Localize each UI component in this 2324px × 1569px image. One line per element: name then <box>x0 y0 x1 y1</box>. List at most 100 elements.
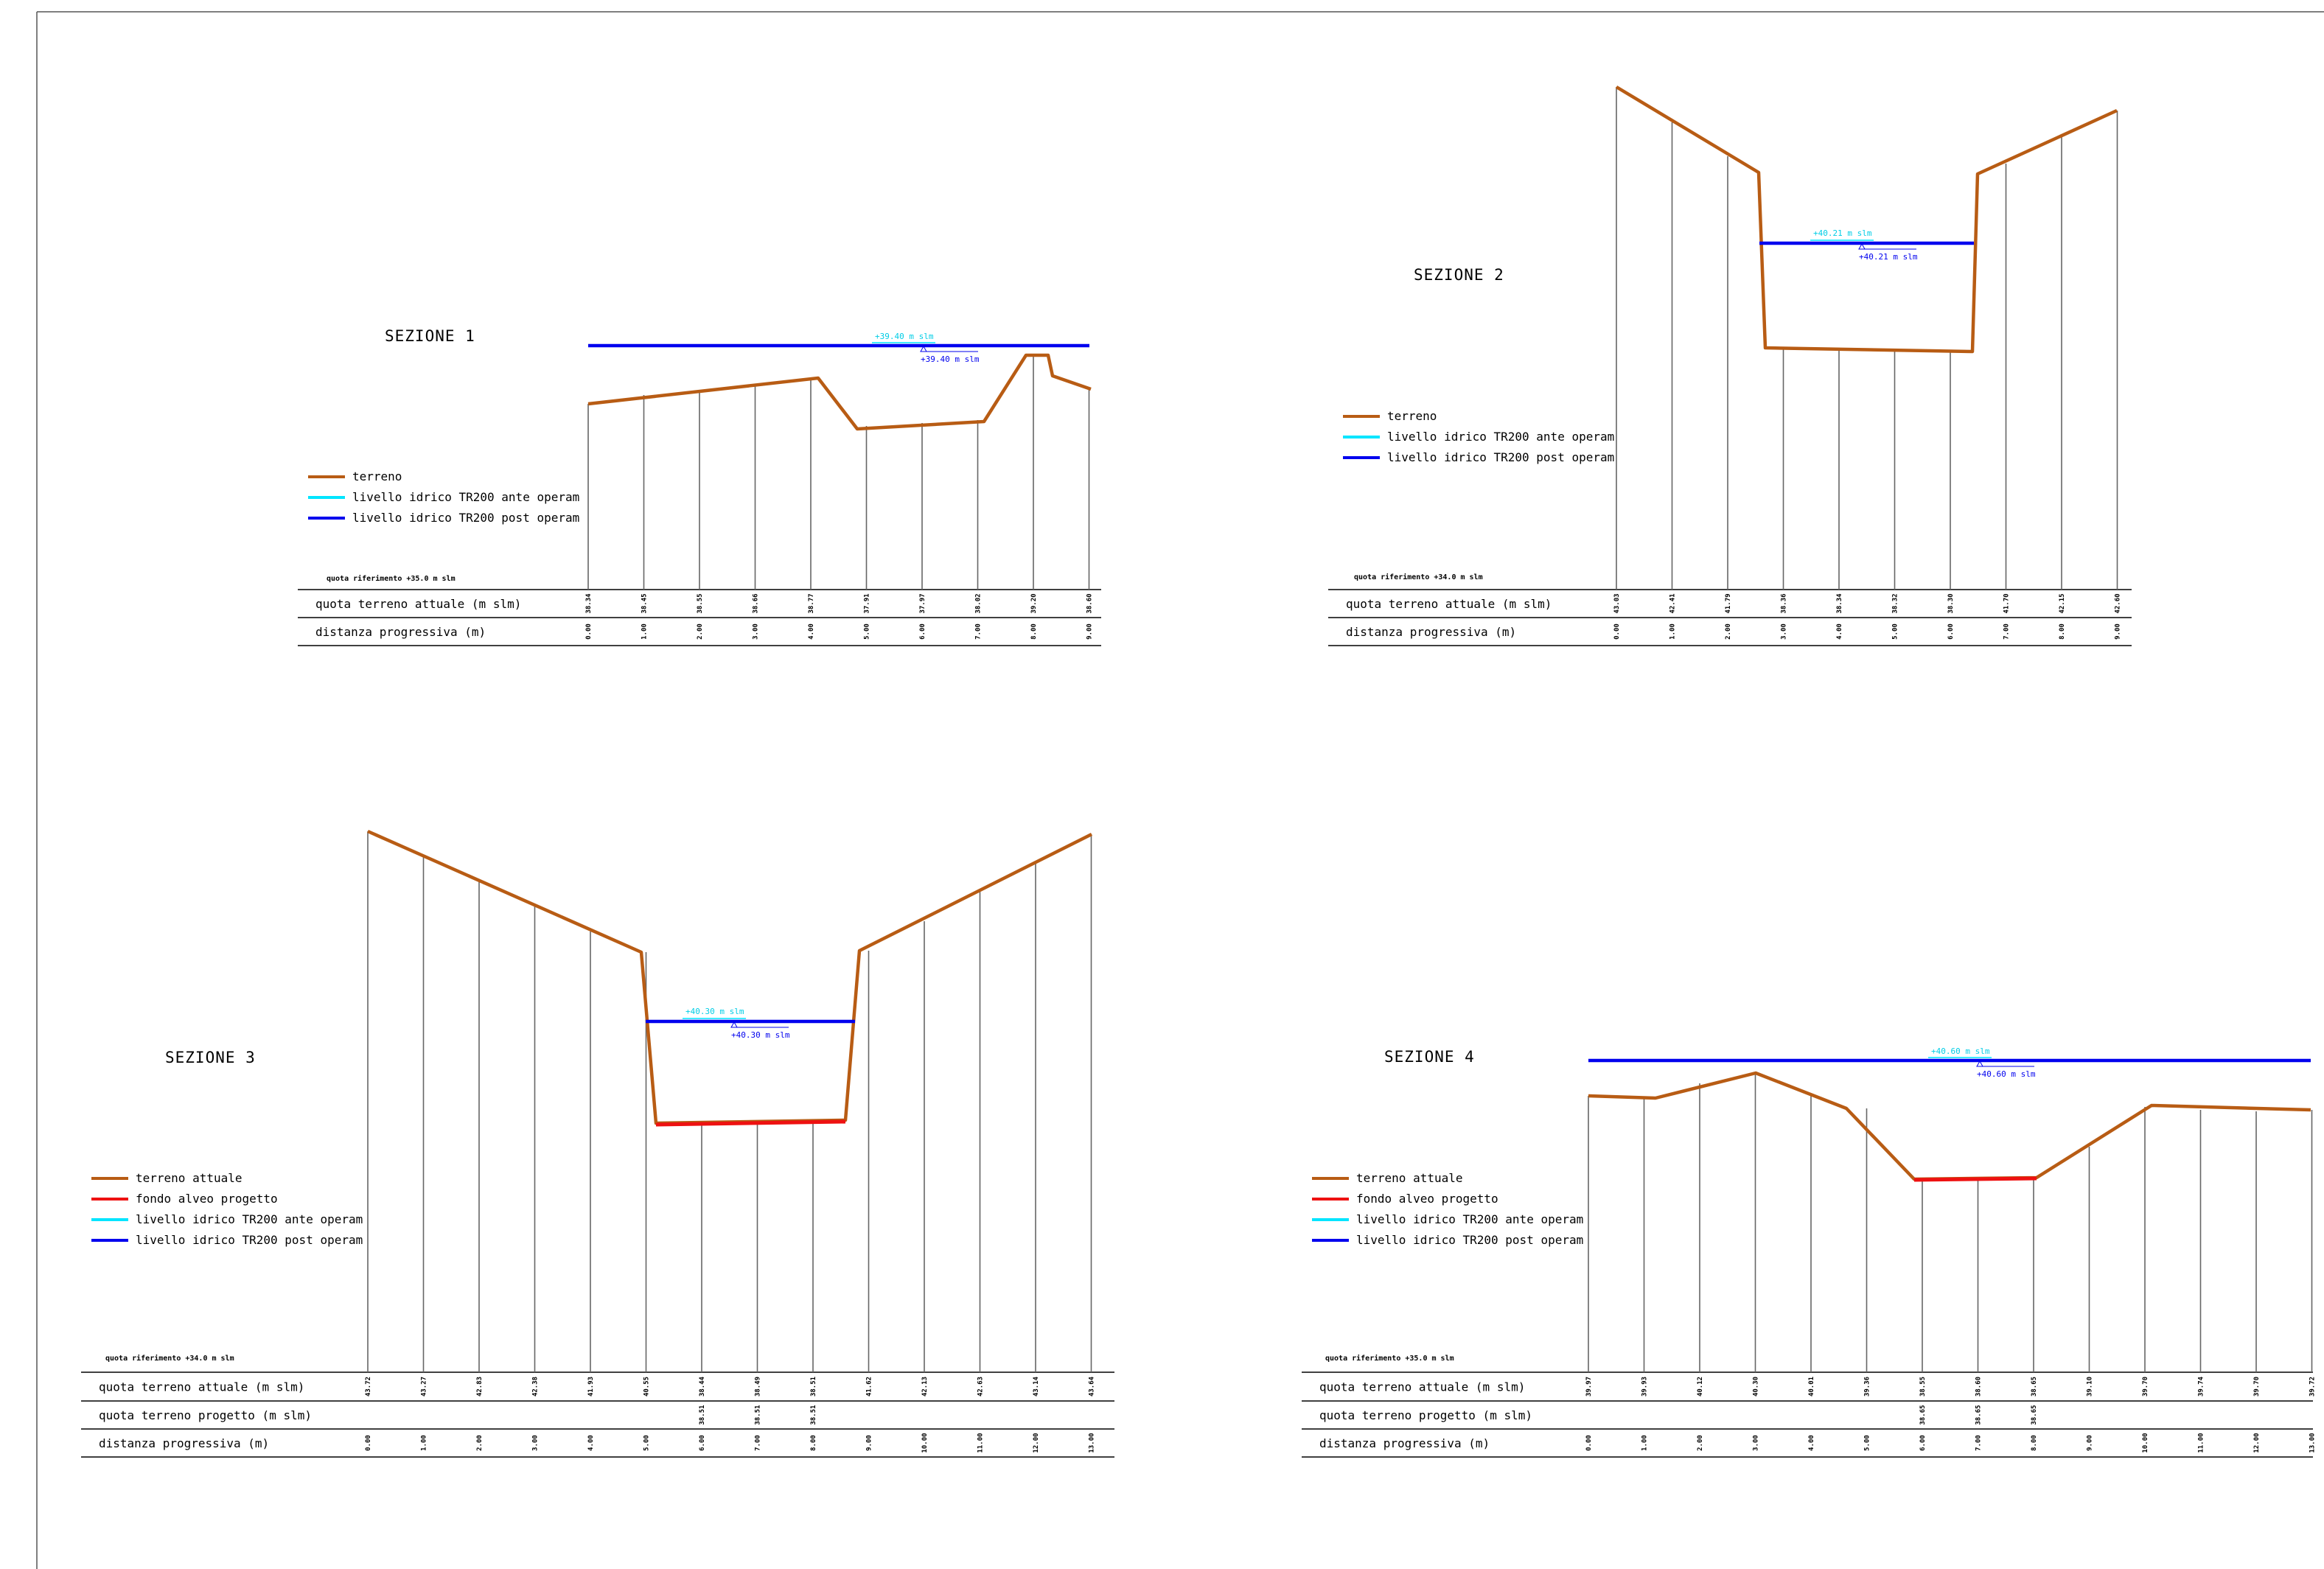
table-cell-value: 42.41 <box>1669 593 1677 613</box>
table-cell-value: 43.72 <box>365 1377 372 1397</box>
table-cell-value: 9.00 <box>866 1435 873 1451</box>
table-cell-value: 42.38 <box>532 1377 540 1397</box>
table-cell-value: 0.00 <box>365 1435 372 1451</box>
table-cell-value: 38.30 <box>1947 593 1955 613</box>
table-cell-value: 39.74 <box>2198 1376 2205 1397</box>
table-cell-value: 10.00 <box>2142 1433 2149 1453</box>
table-cell-value: 3.00 <box>532 1435 540 1451</box>
table-cell-value: 11.00 <box>2198 1433 2205 1453</box>
legend-label: terreno <box>352 469 402 483</box>
table-cell-value: 2.00 <box>476 1435 484 1451</box>
table-cell-value: 2.00 <box>1697 1435 1704 1451</box>
table-cell-value: 12.00 <box>1033 1433 1040 1453</box>
table-cell-value: 42.60 <box>2115 593 2122 613</box>
table-cell-value: 38.60 <box>1975 1377 1983 1397</box>
legend-label: livello idrico TR200 post operam <box>1387 450 1614 464</box>
table-cell-value: 3.00 <box>753 623 760 640</box>
terrain-profile <box>1615 85 2118 354</box>
table-cell-value: 38.55 <box>1919 1377 1927 1397</box>
table-cell-value: 38.65 <box>2031 1377 2038 1397</box>
table-cell-value: 39.70 <box>2253 1377 2261 1397</box>
table-row-label: quota terreno attuale (m slm) <box>1319 1380 1525 1394</box>
table-cell-value: 13.00 <box>2309 1433 2317 1453</box>
table-cell-value: 38.51 <box>810 1377 817 1397</box>
table-cell-value: 38.32 <box>1892 593 1899 613</box>
legend-label: livello idrico TR200 post operam <box>1356 1233 1583 1247</box>
legend-label: terreno attuale <box>136 1171 242 1185</box>
legend-label: fondo alveo progetto <box>1356 1192 1498 1206</box>
table-cell-value: 38.44 <box>699 1376 706 1397</box>
table-cell-value: 37.91 <box>864 593 871 613</box>
table-cell-value: 11.00 <box>977 1433 985 1453</box>
table-cell-value: 38.49 <box>755 1377 762 1397</box>
section-s3: SEZIONE 3 terreno attuale fondo alveo prog… <box>81 829 1114 1458</box>
table-cell-value: 40.01 <box>1808 1377 1815 1397</box>
terrain-profile <box>1588 1071 2311 1181</box>
table-cell-value: 38.65 <box>1975 1405 1983 1425</box>
table-cell-value: 10.00 <box>921 1433 929 1453</box>
table-cell-value: 7.00 <box>975 623 983 640</box>
table-cell-value: 41.70 <box>2003 593 2011 613</box>
table-row-label: quota terreno attuale (m slm) <box>315 597 521 611</box>
water-level-ante-label: +40.30 m slm <box>685 1007 744 1016</box>
table-cell-value: 2.00 <box>697 623 704 640</box>
table-cell-value: 39.72 <box>2309 1377 2317 1397</box>
table-cell-value: 38.02 <box>975 593 983 613</box>
table-cell-value: 6.00 <box>919 623 927 640</box>
table-cell-value: 4.00 <box>587 1435 595 1451</box>
table-cell-value: 0.00 <box>1585 1435 1593 1451</box>
table-cell-value: 8.00 <box>1030 623 1038 640</box>
section-title: SEZIONE 1 <box>385 327 475 345</box>
table-cell-value: 9.00 <box>1086 623 1094 640</box>
table-cell-value: 1.00 <box>421 1435 428 1451</box>
table-cell-value: 42.13 <box>921 1377 929 1397</box>
table-cell-value: 3.00 <box>1753 1435 1760 1451</box>
table-cell-value: 39.20 <box>1030 593 1038 613</box>
table-cell-value: 39.93 <box>1641 1377 1649 1397</box>
water-level-ante-label: +39.40 m slm <box>875 332 934 341</box>
table-cell-value: 38.45 <box>641 593 649 613</box>
section-s1: SEZIONE 1 terreno livello idrico TR200 ant… <box>298 327 1101 646</box>
table-cell-value: 38.55 <box>697 593 704 613</box>
table-cell-value: 8.00 <box>2031 1435 2038 1451</box>
table-cell-value: 8.00 <box>810 1435 817 1451</box>
table-cell-value: 5.00 <box>643 1435 651 1451</box>
table-cell-value: 9.00 <box>2087 1435 2094 1451</box>
table-cell-value: 4.00 <box>1808 1435 1815 1451</box>
table-cell-value: 9.00 <box>2115 623 2122 640</box>
table-cell-value: 0.00 <box>1613 623 1621 640</box>
table-cell-value: 40.55 <box>643 1377 651 1397</box>
water-level-ante-label: +40.21 m slm <box>1813 228 1872 238</box>
table-cell-value: 38.66 <box>753 593 760 613</box>
table-cell-value: 41.62 <box>866 1377 873 1397</box>
section-title: SEZIONE 3 <box>165 1049 256 1066</box>
table-row-label: quota terreno progetto (m slm) <box>1319 1408 1532 1422</box>
legend-label: livello idrico TR200 ante operam <box>1387 430 1614 444</box>
section-s2: SEZIONE 2 terreno livello idrico TR200 ant… <box>1328 85 2132 646</box>
table-cell-value: 7.00 <box>755 1435 762 1451</box>
table-cell-value: 38.34 <box>1836 593 1843 614</box>
table-cell-value: 0.00 <box>585 623 593 640</box>
table-cell-value: 13.00 <box>1089 1433 1096 1453</box>
table-row-label: quota terreno progetto (m slm) <box>99 1408 312 1422</box>
table-cell-value: 40.30 <box>1753 1377 1760 1397</box>
table-cell-value: 42.63 <box>977 1377 985 1397</box>
table-cell-value: 42.15 <box>2059 593 2066 613</box>
table-cell-value: 5.00 <box>864 623 871 640</box>
water-level-post-label: +40.30 m slm <box>731 1030 790 1040</box>
reference-label: quota riferimento +35.0 m slm <box>1325 1354 1454 1363</box>
table-cell-value: 41.79 <box>1725 593 1732 613</box>
table-cell-value: 38.77 <box>808 593 815 613</box>
table-cell-value: 39.10 <box>2087 1377 2094 1397</box>
table-cell-value: 39.70 <box>2142 1377 2149 1397</box>
table-cell-value: 38.51 <box>755 1405 762 1425</box>
reference-label: quota riferimento +34.0 m slm <box>105 1354 234 1363</box>
table-cell-value: 43.64 <box>1089 1376 1096 1397</box>
table-cell-value: 43.27 <box>421 1377 428 1397</box>
table-cell-value: 3.00 <box>1781 623 1788 640</box>
table-cell-value: 1.00 <box>1669 623 1677 640</box>
table-cell-value: 38.34 <box>585 593 593 614</box>
table-row-label: distanza progressiva (m) <box>315 625 486 639</box>
table-cell-value: 39.97 <box>1585 1377 1593 1397</box>
